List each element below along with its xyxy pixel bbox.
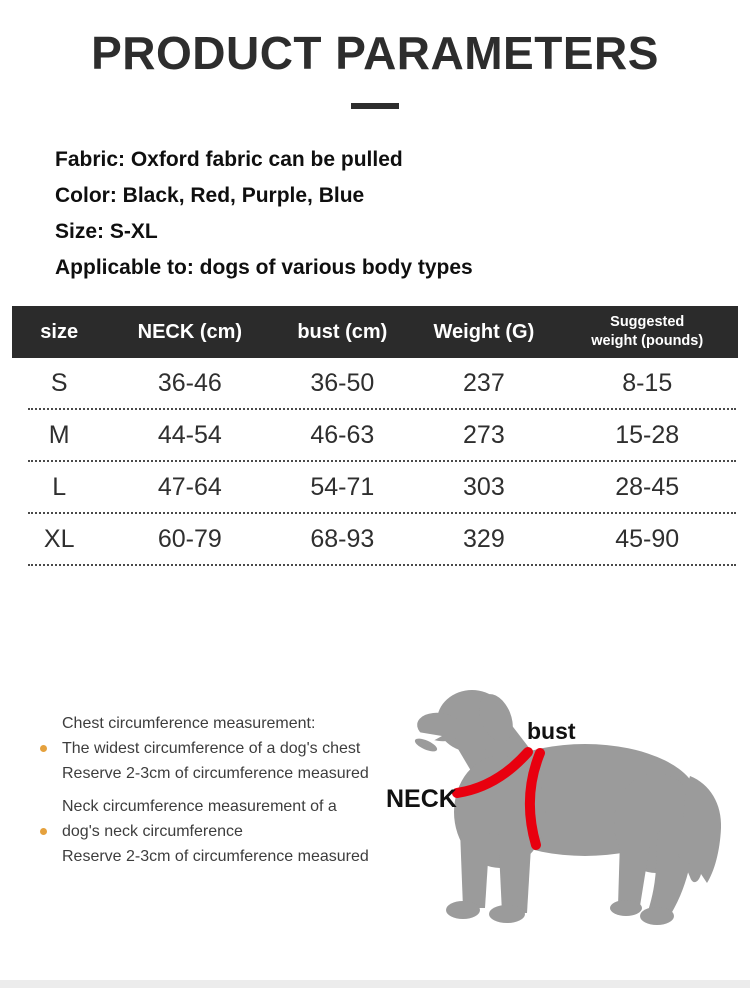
- dog-silhouette-illustration: [400, 680, 750, 940]
- next-section-edge: [0, 980, 750, 988]
- cell-weight: 237: [463, 368, 505, 397]
- row-divider: [28, 408, 736, 410]
- cell-neck: 60-79: [157, 524, 222, 553]
- header-bust: bust (cm): [297, 320, 388, 343]
- dog-lower-jaw: [414, 738, 438, 752]
- cell-suggested: 45-90: [615, 524, 680, 553]
- table-row-s: S 36-46 36-50 237 8-15: [12, 358, 738, 408]
- cell-suggested: 28-45: [615, 472, 680, 501]
- cell-bust: 46-63: [310, 420, 375, 449]
- spec-line-color: Color: Black, Red, Purple, Blue: [55, 184, 365, 207]
- size-table-header: size NECK (cm) bust (cm) Weight (G) Sugg…: [12, 306, 738, 358]
- dog-front-near-paw: [489, 905, 525, 923]
- note-line: dog's neck circumference: [62, 823, 243, 840]
- cell-size: M: [48, 420, 70, 449]
- cell-size: L: [52, 472, 67, 501]
- cell-bust: 54-71: [310, 472, 375, 501]
- cell-suggested: 8-15: [622, 368, 673, 397]
- cell-size: S: [50, 368, 68, 397]
- dog-ear: [479, 694, 513, 742]
- header-weight: Weight (G): [433, 320, 535, 343]
- dog-hind-far-paw: [610, 900, 642, 916]
- cell-bust: 36-50: [310, 368, 375, 397]
- cell-bust: 68-93: [310, 524, 375, 553]
- note-line: Reserve 2-3cm of circumference measured: [62, 848, 369, 865]
- header-size: size: [40, 320, 79, 343]
- cell-suggested: 15-28: [615, 420, 680, 449]
- table-row-m: M 44-54 46-63 273 15-28: [12, 410, 738, 460]
- cell-neck: 47-64: [157, 472, 222, 501]
- cell-weight: 303: [463, 472, 505, 501]
- note-line: Chest circumference measurement:: [62, 715, 316, 732]
- dog-front-far-leg: [460, 830, 490, 908]
- size-table: size NECK (cm) bust (cm) Weight (G) Sugg…: [12, 306, 738, 566]
- dog-tail: [677, 776, 722, 883]
- header-neck: NECK (cm): [137, 320, 243, 343]
- dog-hind-near-paw: [640, 907, 674, 925]
- page-title: PRODUCT PARAMETERS: [91, 27, 659, 79]
- row-divider: [28, 460, 736, 462]
- product-spec-list: Fabric: Oxford fabric can be pulled Colo…: [55, 142, 473, 286]
- note-chest-measurement: Chest circumference measurement: The wid…: [30, 711, 402, 786]
- cell-size: XL: [43, 524, 75, 553]
- neck-label: NECK: [386, 785, 457, 813]
- note-neck-measurement: Neck circumference measurement of a dog'…: [30, 794, 402, 869]
- bullet-icon: [40, 745, 47, 752]
- bust-label: bust: [527, 718, 576, 744]
- spec-line-size: Size: S-XL: [55, 220, 158, 243]
- row-divider: [28, 512, 736, 514]
- header-suggested-line1: Suggested: [610, 314, 685, 331]
- dog-front-far-paw: [446, 901, 480, 919]
- title-underline: [351, 103, 399, 109]
- cell-neck: 44-54: [157, 420, 222, 449]
- spec-line-applicable: Applicable to: dogs of various body type…: [55, 256, 473, 279]
- harness-bust-strap: [524, 748, 545, 850]
- note-line: The widest circumference of a dog's ches…: [62, 740, 361, 757]
- note-line: Reserve 2-3cm of circumference measured: [62, 765, 369, 782]
- dog-silhouette-svg: [414, 690, 722, 925]
- measurement-notes: Chest circumference measurement: The wid…: [30, 711, 402, 877]
- cell-weight: 329: [463, 524, 505, 553]
- dog-hind-far-leg: [618, 840, 650, 906]
- table-row-xl: XL 60-79 68-93 329 45-90: [12, 514, 738, 564]
- dog-hind-near-leg: [648, 828, 690, 914]
- cell-neck: 36-46: [157, 368, 222, 397]
- harness-neck-strap: [452, 747, 533, 798]
- spec-line-fabric: Fabric: Oxford fabric can be pulled: [55, 148, 403, 171]
- dog-front-near-leg: [498, 830, 532, 913]
- cell-weight: 273: [463, 420, 505, 449]
- header-suggested-line2: weight (pounds): [591, 333, 704, 349]
- header-suggested-weight: Suggested weight (pounds): [556, 313, 738, 351]
- row-divider: [28, 564, 736, 566]
- note-line: Neck circumference measurement of a: [62, 798, 337, 815]
- bullet-icon: [40, 828, 47, 835]
- table-row-l: L 47-64 54-71 303 28-45: [12, 462, 738, 512]
